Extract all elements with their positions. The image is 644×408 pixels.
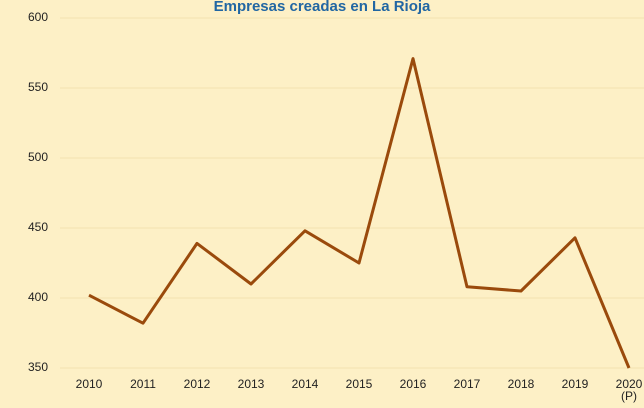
x-tick-label: 2011 bbox=[130, 377, 156, 391]
x-tick-label: 2015 bbox=[345, 377, 373, 391]
x-tick-label: 2017 bbox=[453, 377, 481, 391]
y-tick-label: 400 bbox=[28, 290, 48, 304]
y-tick-label: 450 bbox=[28, 220, 48, 234]
x-tick-label: 2013 bbox=[237, 377, 265, 391]
y-tick-label: 350 bbox=[28, 360, 48, 374]
y-tick-label: 550 bbox=[28, 80, 48, 94]
chart-title: Empresas creadas en La Rioja bbox=[214, 0, 431, 15]
x-tick-label: 2012 bbox=[183, 377, 211, 391]
x-tick-label: 2020 (P) bbox=[615, 377, 643, 403]
x-tick-label: 2019 bbox=[561, 377, 589, 391]
x-tick-label: 2016 bbox=[399, 377, 427, 391]
x-tick-label: 2014 bbox=[291, 377, 319, 391]
line bbox=[88, 57, 631, 369]
x-tick-label: 2010 bbox=[75, 377, 103, 391]
y-tick-label: 600 bbox=[28, 10, 48, 24]
x-tick-label: 2018 bbox=[507, 377, 535, 391]
y-tick-label: 500 bbox=[28, 150, 48, 164]
